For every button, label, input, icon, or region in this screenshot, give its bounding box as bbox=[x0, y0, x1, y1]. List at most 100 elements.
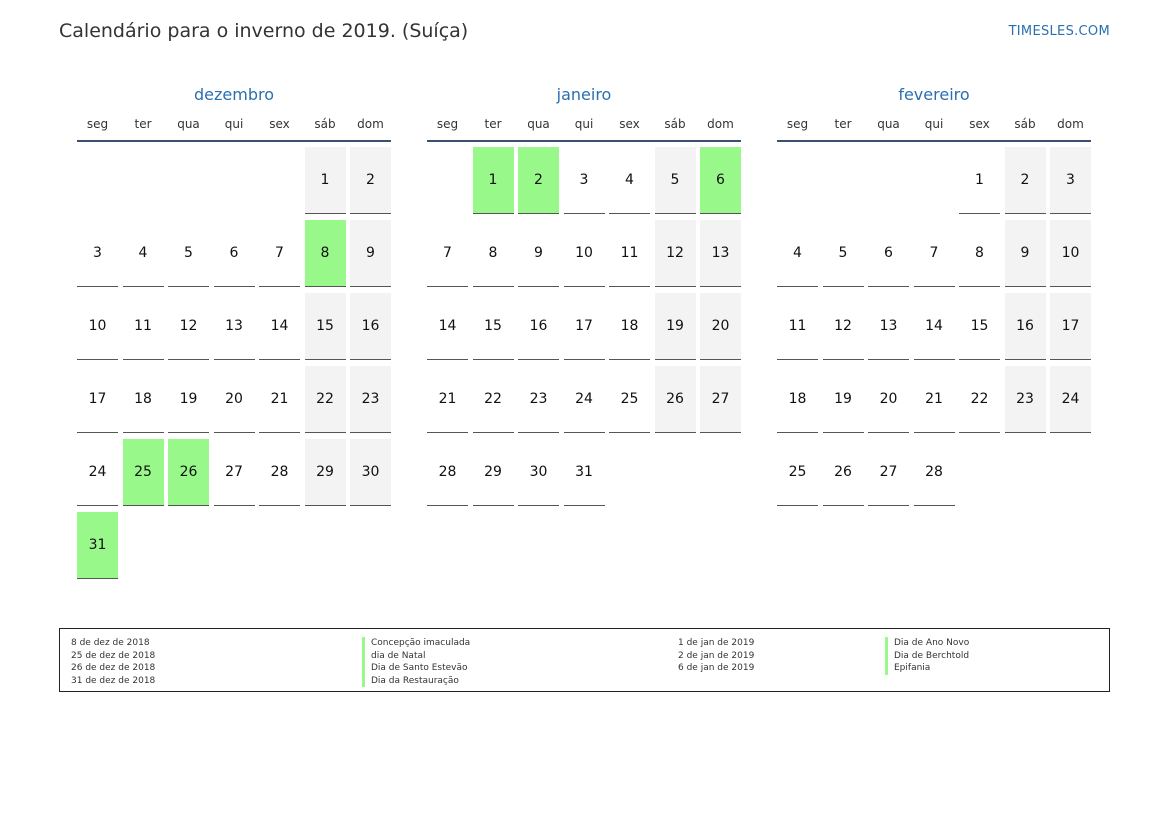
day-grid: 1 2 3 4 5 6 7 8 9 10 11 12 13 14 15 16 17 18 19 20 21 22 23 24 2… bbox=[77, 147, 391, 587]
weekday-header: seg ter qua qui sex sáb dom bbox=[427, 116, 741, 142]
day-grid: 1 2 3 4 5 6 7 8 9 10 11 12 13 14 15 16 17 18 19 20 21 22 23 24 2… bbox=[777, 147, 1091, 587]
day-cell: 31 bbox=[563, 439, 605, 506]
weekday-label: qui bbox=[574, 117, 594, 131]
day-cell: 30 bbox=[350, 439, 391, 506]
day-cell: 3 bbox=[1050, 147, 1091, 214]
day-cell: 15 bbox=[959, 293, 1000, 360]
holiday-day-cell: 25 bbox=[122, 439, 164, 506]
day-cell: 19 bbox=[654, 293, 696, 360]
day-cell: 11 bbox=[777, 293, 818, 360]
weekday-label: seg bbox=[86, 117, 109, 131]
day-cell: 4 bbox=[777, 220, 818, 287]
holiday-day-cell: 6 bbox=[700, 147, 741, 214]
day-cell: 9 bbox=[1004, 220, 1046, 287]
day-cell: 9 bbox=[350, 220, 391, 287]
legend-holiday-name: Dia de Ano Novo bbox=[885, 637, 969, 650]
day-cell: 18 bbox=[777, 366, 818, 433]
weekday-label: sáb bbox=[664, 117, 686, 131]
legend-date: 31 de dez de 2018 bbox=[71, 675, 156, 686]
day-cell: 23 bbox=[350, 366, 391, 433]
day-cell: 29 bbox=[304, 439, 346, 506]
legend-date: 6 de jan de 2019 bbox=[678, 663, 755, 673]
legend-names-right: Dia de Ano Novo Dia de Berchtold Epifani… bbox=[885, 637, 969, 675]
site-link[interactable]: TIMESLES.COM bbox=[1008, 24, 1110, 39]
weekday-label: qui bbox=[224, 117, 244, 131]
legend-date: 2 de jan de 2019 bbox=[678, 650, 755, 661]
legend-date: 8 de dez de 2018 bbox=[71, 638, 150, 648]
day-cell: 15 bbox=[304, 293, 346, 360]
weekday-label: seg bbox=[786, 117, 809, 131]
page-title: Calendário para o inverno de 2019. (Suíç… bbox=[59, 20, 469, 42]
month-name: janeiro bbox=[556, 85, 612, 104]
day-cell: 19 bbox=[822, 366, 864, 433]
day-cell: 2 bbox=[350, 147, 391, 214]
day-cell: 28 bbox=[427, 439, 468, 506]
day-cell: 26 bbox=[654, 366, 696, 433]
day-cell: 11 bbox=[122, 293, 164, 360]
day-cell: 25 bbox=[777, 439, 818, 506]
day-cell: 15 bbox=[472, 293, 514, 360]
day-cell: 24 bbox=[1050, 366, 1091, 433]
legend-date: 25 de dez de 2018 bbox=[71, 650, 156, 661]
day-cell: 21 bbox=[427, 366, 468, 433]
day-cell: 16 bbox=[350, 293, 391, 360]
day-cell: 9 bbox=[518, 220, 559, 287]
holiday-day-cell: 8 bbox=[304, 220, 346, 287]
day-cell: 10 bbox=[1050, 220, 1091, 287]
day-cell: 3 bbox=[563, 147, 605, 214]
day-cell: 6 bbox=[213, 220, 255, 287]
day-cell: 20 bbox=[868, 366, 909, 433]
weekday-label: sáb bbox=[1014, 117, 1036, 131]
holiday-legend: 8 de dez de 2018 25 de dez de 2018 26 de… bbox=[59, 628, 1110, 692]
day-cell: 3 bbox=[77, 220, 118, 287]
day-cell: 21 bbox=[913, 366, 955, 433]
day-cell: 24 bbox=[563, 366, 605, 433]
legend-holiday-name: Epifania bbox=[885, 662, 969, 675]
day-cell: 7 bbox=[427, 220, 468, 287]
day-cell: 16 bbox=[1004, 293, 1046, 360]
day-cell: 22 bbox=[304, 366, 346, 433]
weekday-label: sex bbox=[269, 117, 290, 131]
weekday-label: sáb bbox=[314, 117, 336, 131]
weekday-label: dom bbox=[707, 117, 734, 131]
day-cell: 1 bbox=[959, 147, 1000, 214]
day-cell: 27 bbox=[868, 439, 909, 506]
day-cell: 8 bbox=[959, 220, 1000, 287]
day-cell: 28 bbox=[259, 439, 300, 506]
legend-dates-left: 8 de dez de 2018 25 de dez de 2018 26 de… bbox=[71, 637, 155, 687]
weekday-label: sex bbox=[619, 117, 640, 131]
legend-holiday-name: Dia da Restauração bbox=[362, 674, 470, 687]
day-cell: 12 bbox=[168, 293, 209, 360]
day-cell: 4 bbox=[609, 147, 650, 214]
day-cell: 5 bbox=[654, 147, 696, 214]
day-cell: 22 bbox=[959, 366, 1000, 433]
day-cell: 5 bbox=[168, 220, 209, 287]
legend-names-left: Concepção imaculada dia de Natal Dia de … bbox=[362, 637, 470, 687]
weekday-label: dom bbox=[357, 117, 384, 131]
day-cell: 14 bbox=[913, 293, 955, 360]
day-cell: 20 bbox=[213, 366, 255, 433]
legend-holiday-name: dia de Natal bbox=[362, 649, 470, 662]
legend-date: 26 de dez de 2018 bbox=[71, 663, 156, 673]
day-cell: 18 bbox=[609, 293, 650, 360]
day-cell: 30 bbox=[518, 439, 559, 506]
day-cell: 14 bbox=[427, 293, 468, 360]
holiday-day-cell: 31 bbox=[77, 512, 118, 579]
day-cell: 4 bbox=[122, 220, 164, 287]
weekday-label: sex bbox=[969, 117, 990, 131]
day-cell: 23 bbox=[518, 366, 559, 433]
weekday-label: qua bbox=[877, 117, 900, 131]
holiday-day-cell: 1 bbox=[472, 147, 514, 214]
day-cell: 17 bbox=[77, 366, 118, 433]
month-name: fevereiro bbox=[898, 85, 970, 104]
day-cell: 6 bbox=[868, 220, 909, 287]
weekday-label: qua bbox=[527, 117, 550, 131]
day-cell: 13 bbox=[868, 293, 909, 360]
legend-date: 1 de jan de 2019 bbox=[678, 638, 755, 648]
day-cell: 13 bbox=[700, 220, 741, 287]
holiday-day-cell: 26 bbox=[168, 439, 209, 506]
day-cell: 2 bbox=[1004, 147, 1046, 214]
